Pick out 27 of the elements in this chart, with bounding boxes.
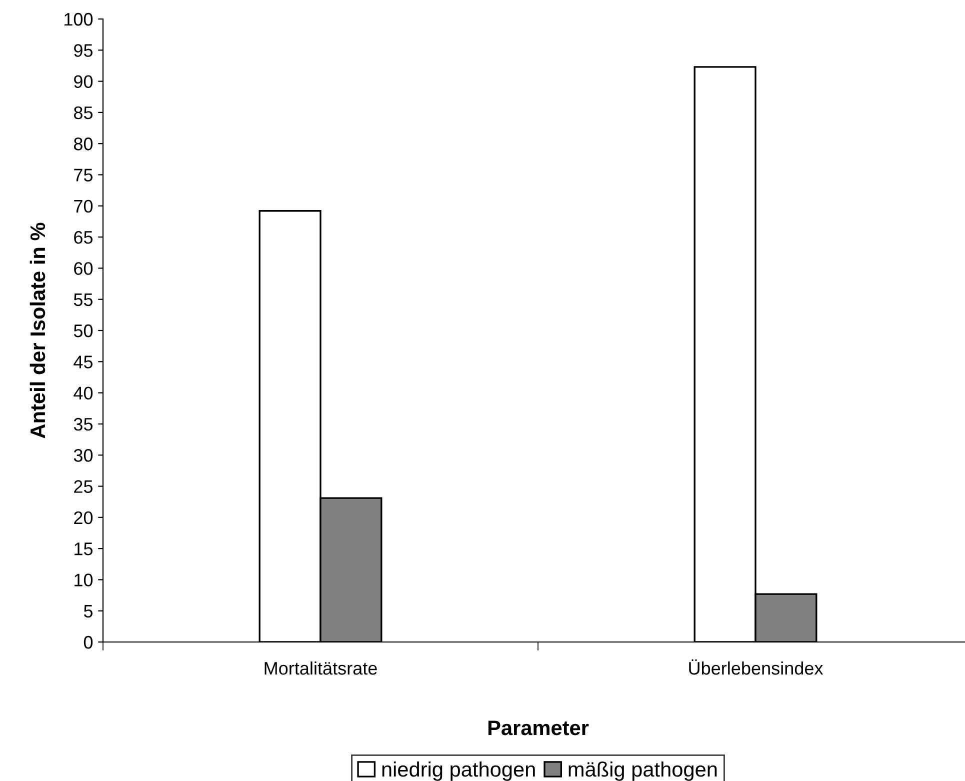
x-axis-title: Parameter [488,720,589,736]
y-tick-label: 30 [74,449,93,462]
y-tick-label: 95 [74,44,93,57]
y-tick-label: 45 [74,356,93,368]
y-tick-label: 100 [64,12,93,26]
legend-label: niedrig pathogen [382,761,535,781]
y-tick-label: 40 [74,386,93,400]
y-tick-label: 20 [74,511,93,524]
x-tick-label: Mortalitätsrate [264,661,377,675]
y-tick-label: 60 [74,262,93,275]
y-tick-label: 5 [84,604,93,618]
y-tick-label: 65 [74,230,93,244]
y-axis-title: Anteil der Isolate in % [30,222,46,438]
y-tick-label: 85 [74,106,93,120]
y-tick-label: 80 [74,138,93,150]
y-tick-label: 35 [74,418,93,431]
y-tick-label: 75 [74,168,93,182]
y-tick-label: 15 [74,542,93,556]
y-tick-label: 25 [74,480,93,493]
y-tick-label: 55 [74,293,93,306]
legend-label: mäßig pathogen [568,761,717,781]
y-tick-label: 70 [74,200,93,213]
y-tick-label: 10 [74,574,93,586]
y-tick-label: 50 [74,324,93,338]
x-tick-label: Überlebensindex [689,659,824,675]
y-tick-label: 90 [74,75,93,88]
y-tick-label: 0 [84,636,93,649]
